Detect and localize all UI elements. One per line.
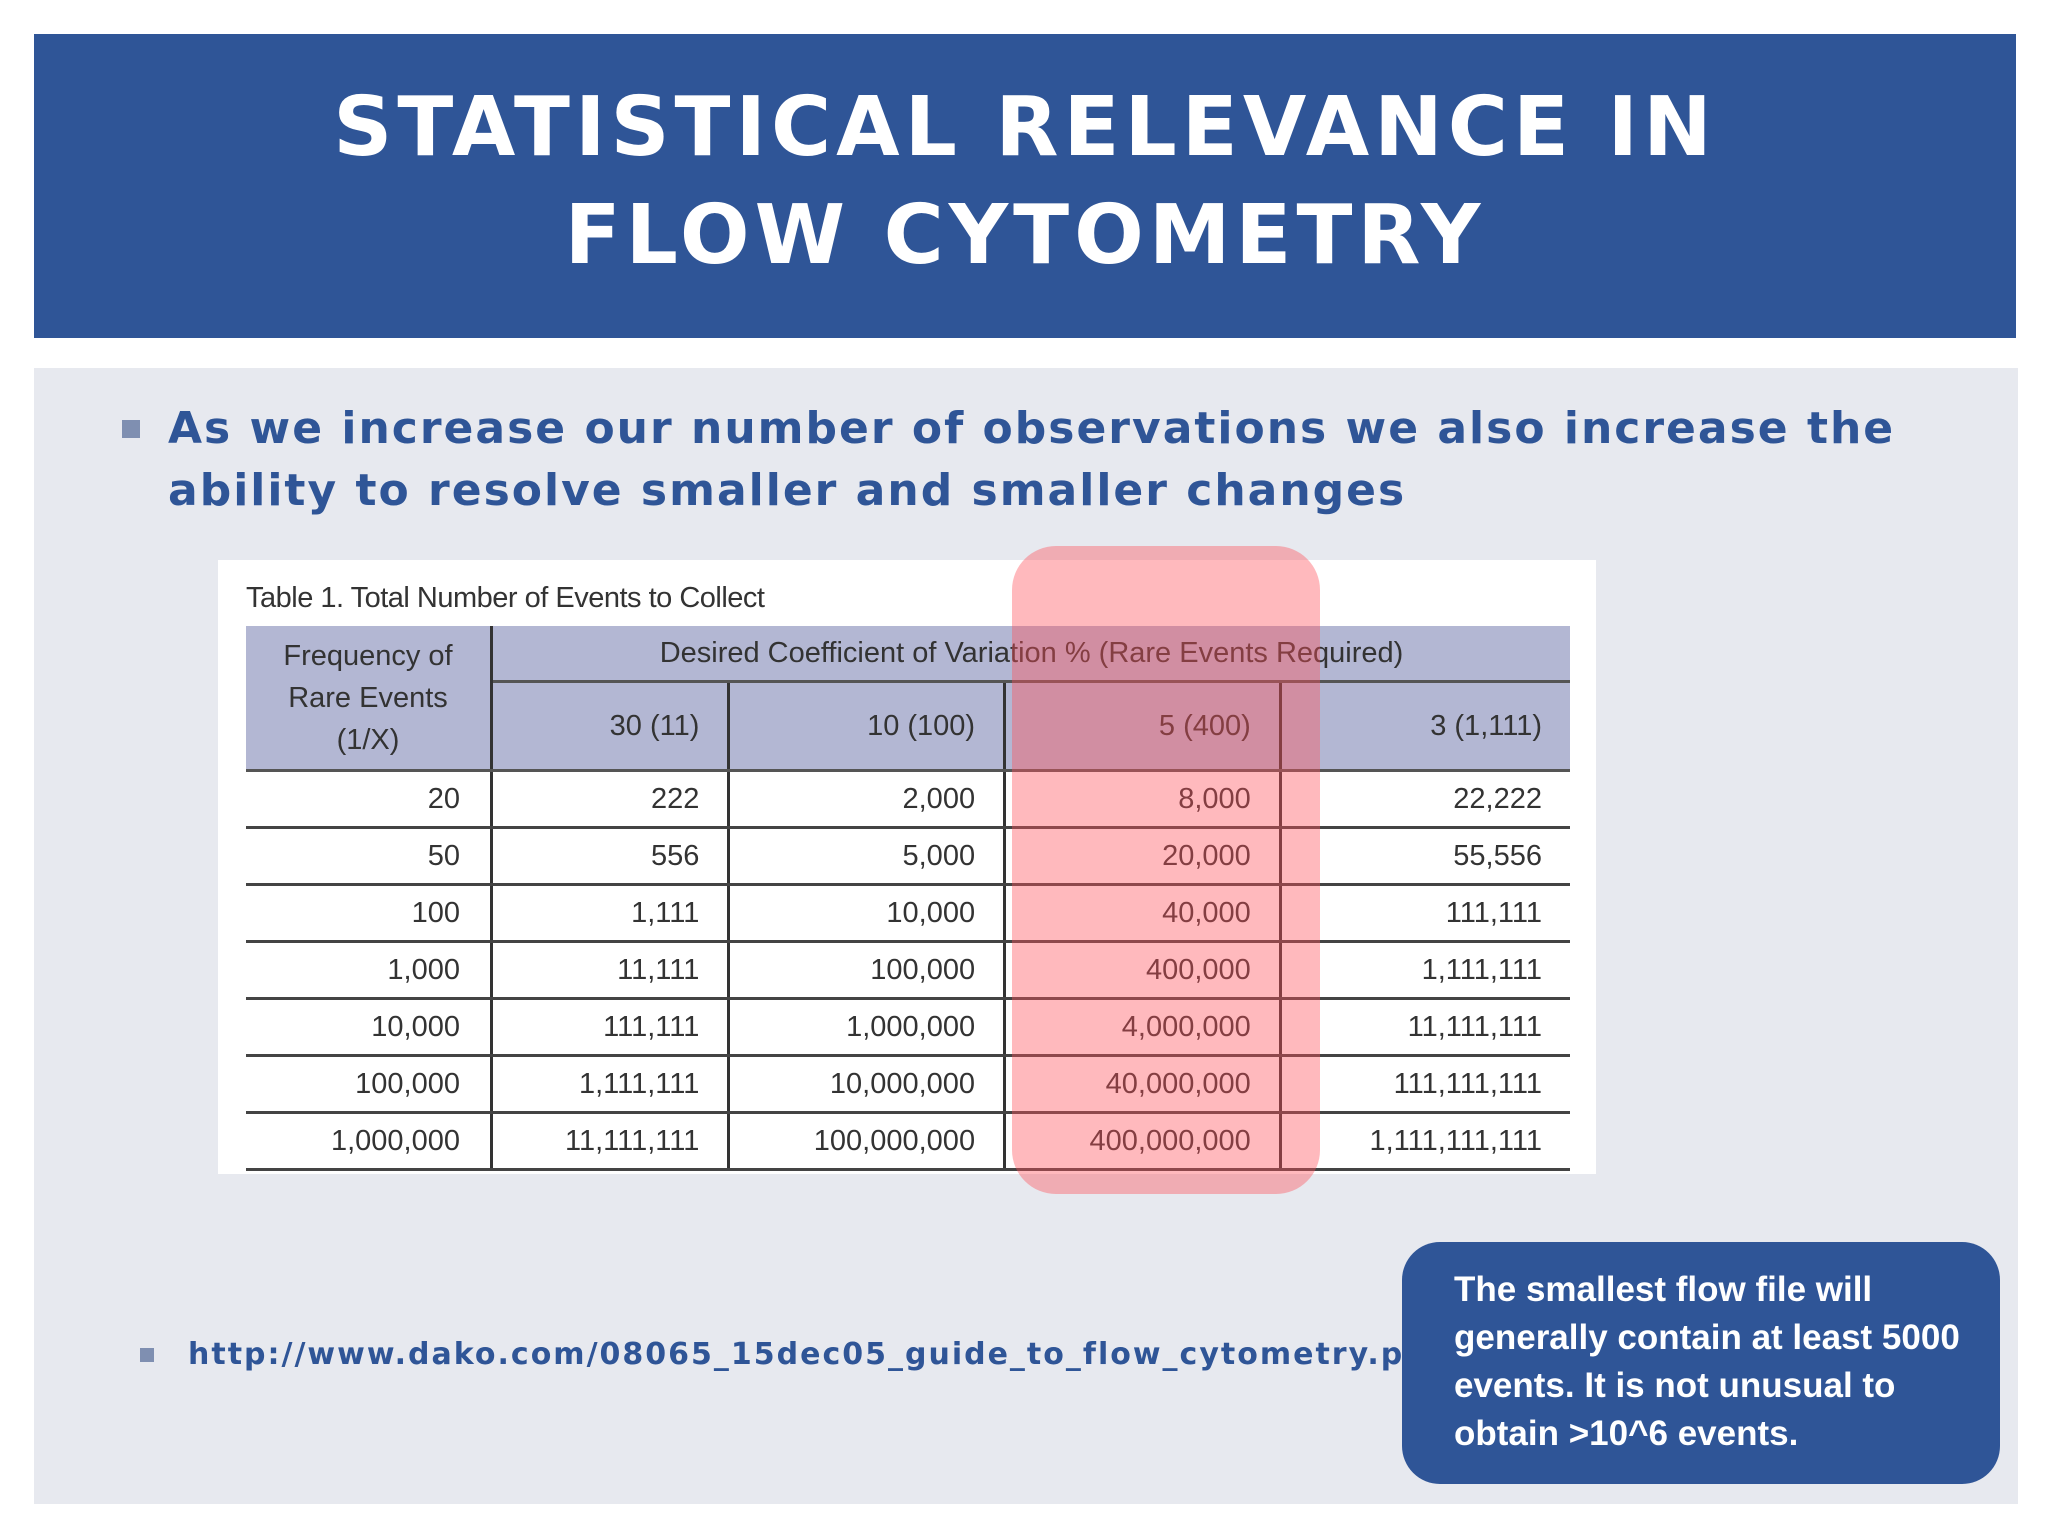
table-cell: 100,000 bbox=[727, 941, 1005, 1000]
table-cell: 222 bbox=[491, 770, 729, 829]
table-cell: 1,000,000 bbox=[246, 1112, 493, 1171]
table-cell: 2,000 bbox=[727, 770, 1005, 829]
table-cell: 40,000,000 bbox=[1003, 1055, 1281, 1114]
table-cell: 20 bbox=[246, 770, 493, 829]
table-cell: 111,111 bbox=[1278, 884, 1570, 943]
column-header: 3 (1,111) bbox=[1278, 681, 1570, 772]
table-cell: 111,111,111 bbox=[1278, 1055, 1570, 1114]
table-cell: 55,556 bbox=[1278, 827, 1570, 886]
column-header: 5 (400) bbox=[1003, 681, 1281, 772]
table-cell: 40,000 bbox=[1003, 884, 1281, 943]
table-cell: 100,000 bbox=[246, 1055, 493, 1114]
table-cell: 20,000 bbox=[1003, 827, 1281, 886]
table-cell: 10,000,000 bbox=[727, 1055, 1005, 1114]
table-cell: 50 bbox=[246, 827, 493, 886]
table-cell: 100,000,000 bbox=[727, 1112, 1005, 1171]
table-cell: 556 bbox=[491, 827, 729, 886]
table-cell: 1,111,111 bbox=[1278, 941, 1570, 1000]
table-cell: 11,111 bbox=[491, 941, 729, 1000]
table-cell: 1,000 bbox=[246, 941, 493, 1000]
source-link[interactable]: http://www.dako.com/08065_15dec05_guide_… bbox=[188, 1337, 1443, 1372]
table-caption: Table 1. Total Number of Events to Colle… bbox=[246, 582, 765, 614]
table-cell: 10,000 bbox=[727, 884, 1005, 943]
frequency-header: Frequency of Rare Events (1/X) bbox=[246, 626, 493, 772]
table-cell: 4,000,000 bbox=[1003, 998, 1281, 1057]
table-cell: 100 bbox=[246, 884, 493, 943]
table-cell: 1,111,111,111 bbox=[1278, 1112, 1570, 1171]
table-cell: 8,000 bbox=[1003, 770, 1281, 829]
table-row: 50 556 5,000 20,000 55,556 bbox=[246, 827, 1570, 886]
table-row: 1,000,000 11,111,111 100,000,000 400,000… bbox=[246, 1112, 1570, 1171]
table-cell: 10,000 bbox=[246, 998, 493, 1057]
table-row: 20 222 2,000 8,000 22,222 bbox=[246, 770, 1570, 829]
events-table: Frequency of Rare Events (1/X) Desired C… bbox=[246, 626, 1570, 1171]
table-cell: 1,000,000 bbox=[727, 998, 1005, 1057]
cv-header: Desired Coefficient of Variation % (Rare… bbox=[491, 626, 1570, 683]
table-cell: 11,111,111 bbox=[1278, 998, 1570, 1057]
bullet-square-icon bbox=[140, 1348, 154, 1362]
table-cell: 400,000,000 bbox=[1003, 1112, 1281, 1171]
bullet-square-icon bbox=[122, 420, 140, 438]
table-row: 10,000 111,111 1,000,000 4,000,000 11,11… bbox=[246, 998, 1570, 1057]
table-row: 1,000 11,111 100,000 400,000 1,111,111 bbox=[246, 941, 1570, 1000]
column-header: 10 (100) bbox=[727, 681, 1005, 772]
table-row: 100,000 1,111,111 10,000,000 40,000,000 … bbox=[246, 1055, 1570, 1114]
table-cell: 22,222 bbox=[1278, 770, 1570, 829]
callout-text: The smallest flow file will generally co… bbox=[1454, 1270, 1960, 1453]
table-cell: 1,111,111 bbox=[491, 1055, 729, 1114]
slide-title: STATISTICAL RELEVANCE IN FLOW CYTOMETRY bbox=[333, 80, 1717, 283]
main-bullet-text: As we increase our number of observation… bbox=[168, 403, 1896, 516]
callout-box: The smallest flow file will generally co… bbox=[1402, 1242, 2000, 1484]
table-cell: 5,000 bbox=[727, 827, 1005, 886]
frequency-header-line: (1/X) bbox=[336, 723, 400, 756]
table-cell: 1,111 bbox=[491, 884, 729, 943]
table-cell: 400,000 bbox=[1003, 941, 1281, 1000]
frequency-header-line: Frequency of bbox=[283, 639, 453, 672]
column-header: 30 (11) bbox=[491, 681, 729, 772]
title-band: STATISTICAL RELEVANCE IN FLOW CYTOMETRY bbox=[34, 34, 2016, 338]
table-cell: 11,111,111 bbox=[491, 1112, 729, 1171]
frequency-header-line: Rare Events bbox=[288, 681, 448, 714]
table-cell: 111,111 bbox=[491, 998, 729, 1057]
table-row: 100 1,111 10,000 40,000 111,111 bbox=[246, 884, 1570, 943]
